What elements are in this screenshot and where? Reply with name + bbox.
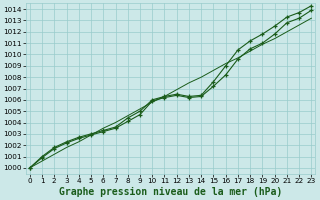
X-axis label: Graphe pression niveau de la mer (hPa): Graphe pression niveau de la mer (hPa) [59,186,282,197]
